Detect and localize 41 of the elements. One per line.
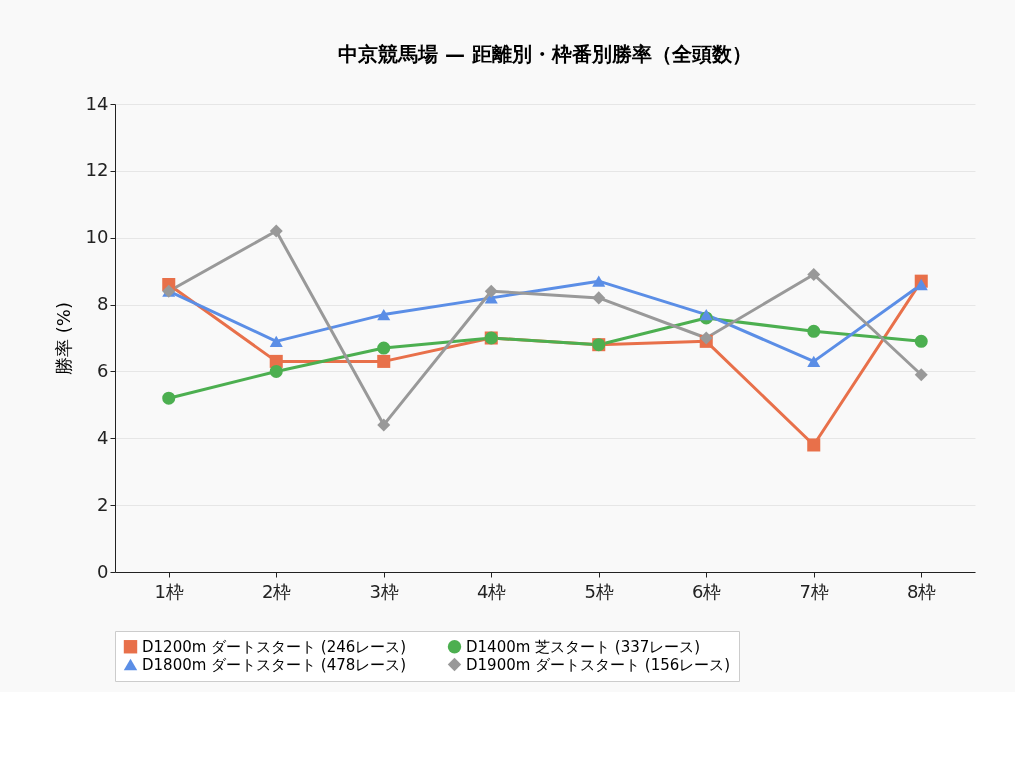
point — [592, 275, 606, 287]
point — [269, 335, 283, 347]
x-tick-label: 4枠 — [477, 580, 507, 602]
y-tick-label: 8 — [97, 293, 109, 315]
point — [269, 224, 283, 238]
point — [807, 324, 821, 338]
y-tick-label: 4 — [97, 426, 109, 448]
point — [484, 284, 498, 298]
point — [807, 355, 821, 368]
x-tick-label: 7枠 — [799, 580, 829, 602]
legend-label: D1800m ダートスタート (478レース) — [142, 655, 407, 674]
legend-label: D1200m ダートスタート (246レース) — [142, 637, 407, 656]
point — [377, 341, 391, 355]
y-tick-label: 12 — [85, 159, 109, 181]
y-tick-label: 0 — [97, 560, 109, 582]
point — [699, 308, 713, 321]
chart-title: 中京競馬場 — 距離別・枠番別勝率（全頭数） — [338, 42, 752, 66]
point — [377, 418, 391, 432]
y-tick-label: 14 — [85, 92, 109, 114]
x-tick-label: 5枠 — [584, 580, 614, 602]
point — [377, 308, 391, 321]
point — [914, 368, 928, 382]
x-tick-label: 6枠 — [692, 580, 722, 602]
x-tick-label: 2枠 — [262, 580, 292, 602]
point — [377, 354, 391, 368]
point — [807, 438, 821, 452]
point — [592, 291, 606, 305]
point — [162, 391, 176, 405]
y-tick-label: 6 — [97, 359, 109, 381]
legend-label: D1900m ダートスタート (156レース) — [466, 655, 731, 674]
point — [914, 278, 928, 291]
point — [269, 364, 283, 378]
x-tick-label: 1枠 — [154, 580, 184, 602]
y-tick-label: 2 — [97, 493, 109, 515]
point — [807, 267, 821, 281]
y-tick-label: 10 — [85, 226, 109, 248]
point — [914, 334, 928, 348]
x-tick-label: 8枠 — [907, 580, 937, 602]
legend-label: D1400m 芝スタート (337レース) — [466, 637, 701, 656]
x-tick-label: 3枠 — [369, 580, 399, 602]
y-axis-title: 勝率 (%) — [52, 302, 74, 375]
